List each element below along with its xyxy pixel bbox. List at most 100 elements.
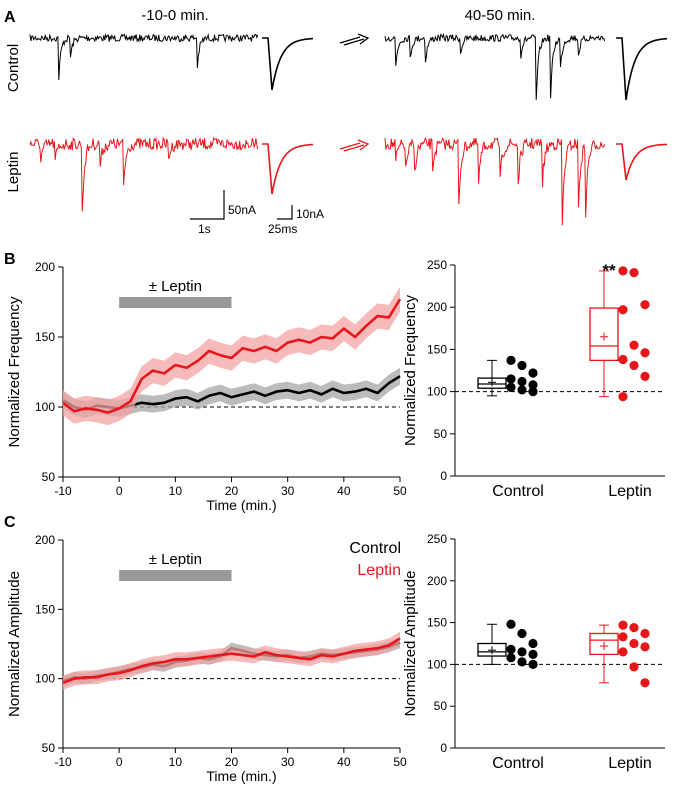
arrow-leptin-head	[357, 139, 370, 151]
scale-label-long-voltage: 50nA	[228, 203, 256, 217]
chart-C-line: 50 100 150 200 -10 0 10 20 30 40 50 Time (min.) Norm…	[6, 533, 407, 784]
x-category-control: Control	[492, 755, 544, 772]
y-tick-label-50: 50	[434, 427, 448, 441]
chart-B-line: 50 100 150 200 -10 0 10 20 30 40 50 Time (min.) Norm…	[6, 260, 407, 513]
y-tick-label-100: 100	[35, 672, 55, 686]
x-tick-label-40: 40	[337, 755, 351, 769]
scale-label-long-time: 1s	[198, 222, 211, 236]
series-line-leptin	[62, 298, 402, 414]
legend-leptin: Leptin	[357, 562, 401, 579]
data-point-leptin-1	[629, 623, 639, 633]
arrow-control-line2	[343, 38, 365, 46]
y-tick-label-200: 200	[35, 533, 55, 547]
panel-label-b: B	[4, 251, 16, 268]
data-point-control-8	[528, 659, 538, 670]
y-tick-label-200: 200	[427, 574, 447, 588]
y-tick-label-150: 150	[427, 616, 447, 630]
time-header-late: 40-50 min.	[465, 7, 536, 24]
trace-leptin-early	[29, 136, 259, 212]
data-point-leptin-4	[629, 340, 639, 350]
avg-trace-control-late	[616, 37, 667, 101]
y-tick-label-50: 50	[42, 470, 56, 484]
data-point-control-4	[517, 376, 527, 387]
treatment-bar-label: ± Leptin	[149, 551, 202, 568]
data-point-control-6	[506, 382, 516, 392]
x-axis-label: Time (min.)	[206, 497, 276, 513]
data-point-leptin-5	[640, 642, 650, 652]
data-point-control-3	[506, 374, 516, 384]
traces-group	[29, 32, 667, 226]
data-point-control-2	[528, 368, 538, 378]
y-tick-label-100: 100	[35, 400, 55, 414]
y-axis-label: Normalized Frequency	[6, 296, 23, 447]
scale-label-avg-time: 25ms	[268, 222, 297, 236]
panel-label-c: C	[4, 514, 16, 531]
data-point-leptin-4	[629, 638, 639, 649]
data-point-leptin-7	[629, 360, 639, 371]
x-axis-label: Time (min.)	[206, 768, 276, 784]
legend-control: Control	[349, 540, 401, 557]
y-tick-label-250: 250	[427, 258, 447, 272]
box-leptin	[589, 307, 619, 362]
box-leptin	[589, 632, 619, 656]
chart-C-box: 0 50 100 150 200 250 Normalized Amplitude Contr…	[402, 532, 665, 772]
box-control	[477, 642, 507, 657]
time-header-early: -10-0 min.	[141, 7, 209, 24]
y-tick-label-100: 100	[427, 657, 447, 671]
data-point-control-2	[528, 638, 538, 649]
y-tick-label-50: 50	[42, 741, 56, 755]
data-point-leptin-0	[618, 266, 628, 276]
chart-B-box: 0 50 100 150 200 250 Normalized Frequency Contr…	[402, 258, 665, 500]
data-point-control-4	[517, 647, 527, 657]
data-point-leptin-5	[640, 348, 650, 358]
data-point-control-7	[517, 385, 527, 395]
significance-marker: **	[602, 261, 616, 280]
box-control	[477, 377, 507, 389]
avg-trace-control-early	[262, 37, 314, 91]
y-tick-label-150: 150	[35, 602, 55, 616]
y-axis-label: Normalized Amplitude	[402, 571, 419, 717]
x-tick-label-50: 50	[393, 484, 407, 498]
arrow-leptin-line2	[343, 144, 365, 152]
y-tick-label-250: 250	[427, 532, 447, 546]
x-tick-label-10: 10	[169, 755, 183, 769]
x-tick-label-20: 20	[225, 755, 239, 769]
x-tick-label-30: 30	[281, 484, 295, 498]
data-point-control-0	[506, 355, 516, 365]
data-point-leptin-2	[640, 628, 650, 639]
x-tick-label-20: 20	[225, 484, 239, 498]
data-point-control-1	[517, 360, 527, 371]
x-tick-label-0: 0	[116, 755, 123, 769]
treatment-bar	[119, 297, 232, 308]
y-axis-label: Normalized Frequency	[402, 295, 419, 446]
data-point-control-6	[506, 653, 516, 663]
scale-label-avg-voltage: 10nA	[296, 207, 324, 221]
data-point-control-5	[528, 380, 538, 390]
data-point-control-8	[528, 387, 538, 397]
data-point-leptin-3	[618, 305, 628, 315]
treatment-bar	[119, 570, 232, 581]
sem-band-leptin	[63, 286, 400, 426]
arrow-control-line1	[339, 36, 361, 44]
data-point-leptin-9	[618, 392, 628, 402]
x-tick-label-30: 30	[281, 755, 295, 769]
data-point-control-0	[506, 619, 516, 629]
y-tick-label-200: 200	[35, 260, 55, 274]
y-axis-label: Normalized Amplitude	[6, 571, 23, 717]
avg-trace-leptin-early	[262, 143, 314, 195]
data-point-leptin-7	[629, 662, 639, 672]
data-point-control-3	[506, 644, 516, 654]
data-point-control-7	[517, 657, 527, 667]
y-tick-label-150: 150	[427, 342, 447, 356]
data-point-control-1	[517, 628, 527, 639]
data-point-control-5	[528, 649, 538, 659]
data-point-leptin-1	[629, 267, 639, 278]
sem-band-control	[63, 367, 400, 419]
scale-bar-avg	[277, 205, 293, 220]
panel-label-a: A	[4, 9, 16, 26]
trace-leptin-late	[384, 136, 606, 226]
x-tick-label-10: 10	[169, 484, 183, 498]
data-point-leptin-8	[640, 678, 650, 688]
